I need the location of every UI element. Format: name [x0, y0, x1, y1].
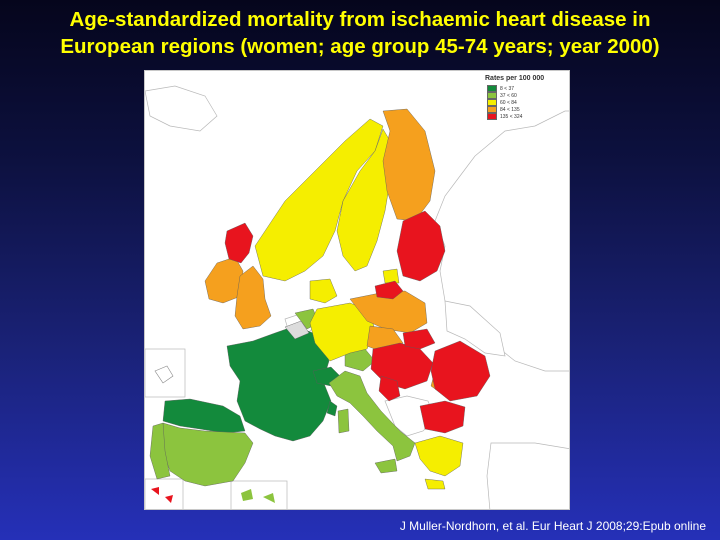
legend-swatch	[487, 99, 497, 106]
legend-item: 84 < 135	[487, 106, 565, 113]
inset-island-a	[154, 365, 174, 384]
crete-region	[424, 478, 446, 490]
islands-inset-2	[230, 480, 288, 509]
corsica-region	[326, 400, 338, 417]
islands-inset-3	[145, 478, 184, 509]
map-legend: Rates per 100 000 8 < 37 37 < 60 60 < 84…	[485, 75, 565, 120]
greece-region	[414, 435, 464, 477]
baltics-region	[396, 210, 446, 282]
north-spain-region	[162, 398, 246, 434]
sicily-region	[374, 458, 398, 474]
legend-item: 135 < 324	[487, 113, 565, 120]
legend-label: 8 < 37	[500, 85, 515, 92]
inset-island-b	[151, 487, 173, 503]
croatia-region	[378, 375, 401, 402]
title-line-2: European regions (women; age group 45-74…	[60, 35, 660, 58]
sweden-region	[336, 128, 394, 272]
scotland-region	[224, 222, 254, 264]
legend-item: 37 < 60	[487, 92, 565, 99]
legend-swatch	[487, 113, 497, 120]
portugal-region	[149, 422, 171, 480]
slide-title: Age-standardized mortality from ischaemi…	[0, 6, 720, 60]
no-data-regions	[145, 85, 569, 509]
sardinia-region	[337, 408, 350, 434]
legend-swatch	[487, 85, 497, 92]
iceland-region	[145, 85, 218, 132]
title-line-1: Age-standardized mortality from ischaemi…	[69, 8, 651, 31]
rate-60-84-regions	[254, 118, 464, 490]
england-region	[234, 265, 272, 330]
spain-region	[162, 422, 254, 487]
belgium-grey-region	[284, 320, 310, 340]
rate-37-60-regions	[149, 308, 416, 487]
legend-label: 37 < 60	[500, 92, 517, 99]
legend-title: Rates per 100 000	[485, 75, 545, 82]
baltic-island-region	[382, 268, 400, 284]
legend-swatch	[487, 92, 497, 99]
kaliningrad-region	[374, 280, 404, 300]
legend-label: 84 < 135	[500, 106, 520, 113]
europe-choropleth-map	[145, 71, 569, 509]
denmark-region	[309, 278, 338, 304]
legend-item: 8 < 37	[487, 85, 565, 92]
rate-135-324-regions	[224, 210, 491, 434]
bulgaria-region	[419, 400, 466, 434]
citation: J Muller-Nordhorn, et al. Eur Heart J 20…	[399, 519, 706, 533]
legend-swatch	[487, 106, 497, 113]
europe-map-panel: Rates per 100 000 8 < 37 37 < 60 60 < 84…	[144, 70, 570, 510]
inset-island-c	[241, 489, 275, 503]
slovakia-region	[402, 328, 436, 350]
italy-region	[328, 370, 416, 462]
romania-region	[430, 340, 491, 402]
turkey-region	[486, 442, 569, 509]
rate-8-37-regions	[162, 325, 341, 442]
ukraine-region	[444, 300, 506, 357]
legend-label: 60 < 84	[500, 99, 517, 106]
legend-item: 60 < 84	[487, 99, 565, 106]
norway-region	[254, 118, 384, 282]
legend-label: 135 < 324	[500, 113, 523, 120]
